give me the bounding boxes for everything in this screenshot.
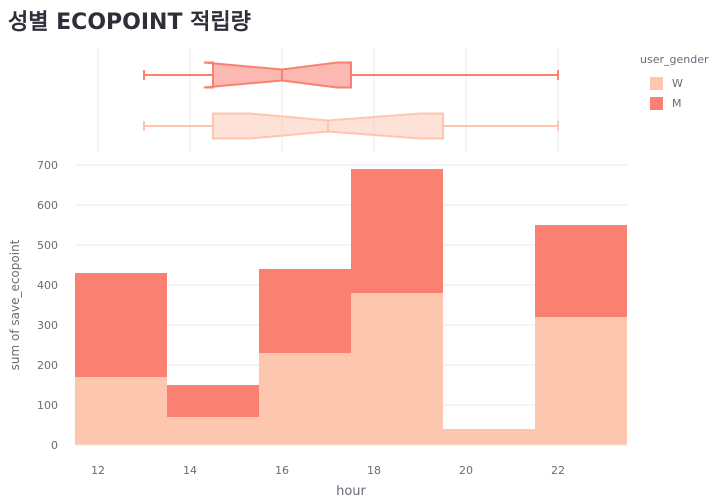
legend-title: user_gender: [640, 53, 709, 66]
x-tick-label: 20: [459, 464, 473, 477]
y-tick-label: 0: [51, 439, 58, 452]
x-tick-label: 22: [551, 464, 565, 477]
y-tick-label: 500: [37, 239, 58, 252]
bar-w-4: [443, 429, 535, 445]
boxplot-m-box: [203, 61, 352, 89]
legend: user_gender W M: [640, 53, 709, 113]
x-axis-label: hour: [336, 484, 366, 499]
y-tick-label: 600: [37, 199, 58, 212]
bar-m-3: [351, 169, 443, 293]
legend-item-m[interactable]: M: [640, 93, 709, 113]
bar-m-0: [75, 273, 167, 377]
bar-w-0: [75, 377, 167, 445]
x-tick-label: 14: [183, 464, 197, 477]
legend-swatch-w: [650, 76, 663, 90]
y-tick-label: 700: [37, 159, 58, 172]
y-axis-label: sum of save_ecopoint: [8, 239, 22, 370]
y-tick-label: 300: [37, 319, 58, 332]
y-tick-label: 200: [37, 359, 58, 372]
x-tick-label: 16: [275, 464, 289, 477]
y-tick-label: 100: [37, 399, 58, 412]
bar-m-5: [535, 225, 627, 317]
y-tick-label: 400: [37, 279, 58, 292]
bar-w-1: [167, 417, 259, 445]
bar-w-3: [351, 293, 443, 445]
bar-w-5: [535, 317, 627, 445]
legend-swatch-m: [650, 96, 663, 110]
legend-label-w: W: [672, 76, 683, 90]
x-tick-label: 12: [91, 464, 105, 477]
chart-title: 성별 ECOPOINT 적립량: [8, 10, 251, 35]
x-tick-label: 18: [367, 464, 381, 477]
legend-item-w[interactable]: W: [640, 73, 709, 93]
bar-w-2: [259, 353, 351, 445]
bar-m-2: [259, 269, 351, 353]
bar-m-1: [167, 385, 259, 417]
legend-label-m: M: [672, 96, 682, 110]
